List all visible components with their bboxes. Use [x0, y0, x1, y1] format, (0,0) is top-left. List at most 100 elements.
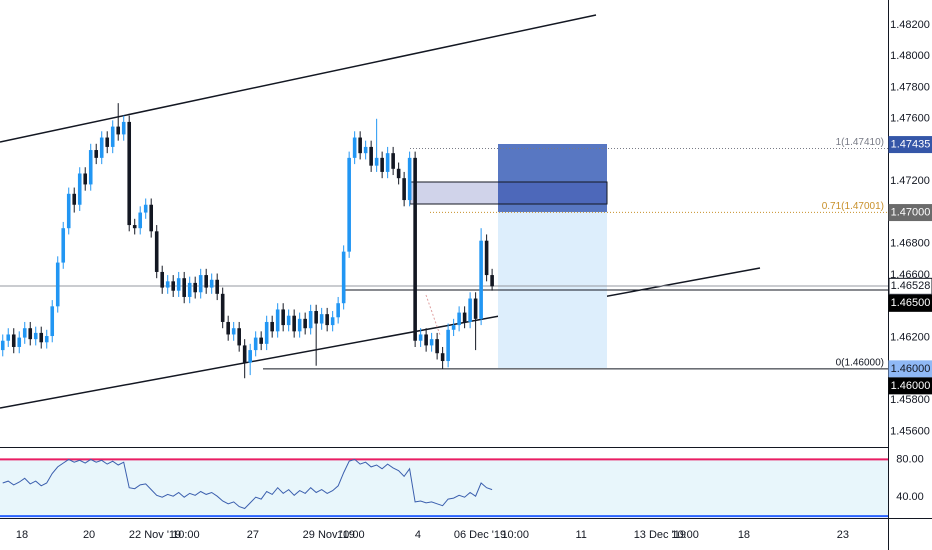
candle-body: [22, 328, 27, 338]
price-tag-label: 1.46000: [891, 380, 931, 392]
candle-body: [292, 315, 296, 332]
candle-body: [380, 157, 384, 172]
candle-body: [242, 345, 247, 363]
candle-body: [110, 126, 115, 147]
candle-body: [209, 279, 214, 288]
rsi-band-fill: [0, 459, 888, 517]
candle-body: [435, 339, 439, 354]
candle-body: [220, 293, 225, 322]
price-tag: [888, 277, 932, 295]
candle-body: [154, 231, 159, 272]
candle-body: [193, 282, 197, 293]
y-tick-label: 1.45600: [890, 425, 930, 437]
candle-body: [66, 193, 71, 229]
candle-body: [72, 193, 77, 205]
candle-body: [165, 281, 170, 288]
y-tick-label: 1.47200: [890, 175, 930, 187]
candle-body: [468, 298, 472, 322]
x-tick-label: 29 Nov '19: [303, 529, 355, 541]
x-tick-label: 22 Nov '19: [129, 529, 181, 541]
price-tag: [888, 377, 932, 395]
fib-label: 0(1.46000): [836, 357, 884, 368]
trend-line: [0, 267, 761, 409]
candle-body: [55, 262, 60, 307]
candle-body: [253, 337, 258, 351]
candle-body: [171, 281, 176, 291]
price-tag-label: 1.46500: [891, 297, 931, 309]
y-tick-label: 1.48000: [890, 50, 930, 62]
candle-body: [50, 306, 55, 337]
candle-body: [275, 309, 280, 332]
candle-body: [325, 314, 329, 326]
candle-body: [138, 212, 143, 229]
x-tick-label: 10:00: [337, 529, 365, 541]
candle-body: [336, 303, 340, 318]
x-tick-label: 23: [837, 529, 849, 541]
y-tick-label: 1.46800: [890, 238, 930, 250]
y-tick-label: 1.48200: [890, 19, 930, 31]
candle-body: [286, 315, 291, 326]
candle-body: [39, 332, 44, 343]
candle-body: [259, 337, 263, 344]
candle-body: [132, 225, 137, 229]
x-tick-label: 11: [575, 529, 586, 541]
stop-zone: [498, 144, 607, 212]
candle-body: [358, 137, 362, 154]
rsi-tick-label: 80.00: [896, 453, 924, 465]
y-tick-label: 1.46200: [890, 332, 930, 344]
candle-body: [6, 334, 11, 341]
x-tick-label: 13 Dec '19: [634, 529, 686, 541]
price-tag-label: 1.47435: [891, 138, 931, 150]
x-tick-label: 18: [16, 529, 28, 541]
price-tag-label: 1.46528: [891, 280, 931, 292]
trend-line: [0, 14, 597, 143]
candle-body: [407, 157, 412, 201]
price-tag: [888, 136, 932, 154]
candle-body: [28, 328, 33, 340]
candle-body: [308, 311, 313, 329]
candle-body: [347, 157, 351, 252]
x-tick-label: 27: [247, 529, 259, 541]
candle-body: [490, 275, 494, 287]
candle-body: [418, 334, 423, 341]
candle-body: [402, 178, 406, 201]
y-tick-label: 1.45800: [890, 394, 930, 406]
candle-body: [187, 282, 192, 297]
candle-body: [341, 251, 346, 304]
price-tag-label: 1.46000: [891, 363, 931, 375]
x-tick-label: 06 Dec '19: [454, 529, 506, 541]
candle-body: [319, 314, 324, 324]
candle-body: [143, 204, 148, 213]
candle-body: [473, 298, 478, 319]
x-tick-label: 10:00: [501, 529, 529, 541]
candle-body: [303, 318, 307, 329]
candle-body: [215, 279, 219, 294]
candle-body: [237, 328, 241, 346]
candle-body: [77, 173, 82, 205]
candle-body: [226, 321, 230, 335]
candle-body: [462, 312, 467, 322]
candle-body: [374, 157, 379, 166]
x-tick-label: 10:00: [172, 529, 200, 541]
dashed-line: [425, 294, 441, 336]
candle-body: [248, 350, 252, 363]
candle-body: [264, 321, 269, 344]
candle-body: [176, 278, 181, 291]
candle-body: [369, 146, 373, 166]
candle-body: [281, 309, 285, 326]
candle-body: [204, 275, 208, 288]
x-tick-label: 20: [83, 529, 95, 541]
price-tag: [888, 360, 932, 378]
candle-body: [99, 137, 104, 158]
candle-body: [83, 173, 88, 185]
fib-label: 1(1.47410): [836, 137, 884, 148]
y-tick-label: 1.47800: [890, 81, 930, 93]
candle-body: [121, 121, 126, 135]
price-tag: [888, 204, 932, 222]
candle-body: [160, 271, 165, 288]
candle-body: [440, 353, 445, 362]
drawings: [0, 14, 888, 409]
y-tick-label: 1.47600: [890, 113, 930, 125]
candle-body: [127, 121, 132, 226]
